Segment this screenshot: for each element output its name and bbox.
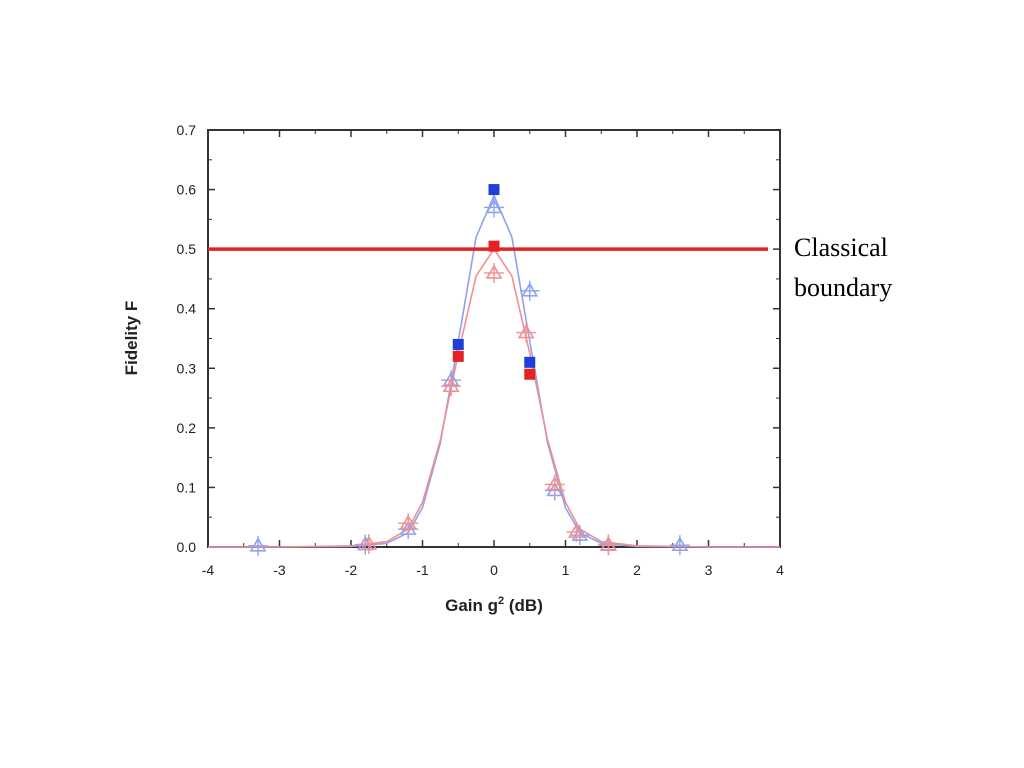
data-point-square <box>488 240 500 252</box>
fit-curve <box>208 193 780 548</box>
data-point-triangle <box>485 264 503 279</box>
data-point-square <box>524 368 536 380</box>
classical-boundary-annotation: Classical boundary <box>794 228 1014 308</box>
data-point-square <box>488 184 500 196</box>
x-tick-label: 4 <box>776 562 784 578</box>
y-tick-label: 0.6 <box>177 182 197 198</box>
data-point-triangle <box>567 523 585 538</box>
data-point-triangle <box>360 535 378 550</box>
data-point-triangle <box>442 377 460 392</box>
x-tick-label: -4 <box>202 562 215 578</box>
x-tick-label: 2 <box>633 562 641 578</box>
data-point-triangle <box>546 475 564 491</box>
y-tick-label: 0.7 <box>177 122 197 138</box>
annotation-line-1: Classical <box>794 233 888 262</box>
x-tick-label: 0 <box>490 562 498 578</box>
data-point-square <box>452 350 464 362</box>
y-tick-label: 0.1 <box>177 479 197 495</box>
data-point-square <box>524 356 536 368</box>
y-tick-label: 0.4 <box>177 301 197 317</box>
x-tick-label: -3 <box>273 562 286 578</box>
x-tick-label: 1 <box>562 562 570 578</box>
x-axis-label: Gain g2 (dB) <box>445 595 543 615</box>
data-point-triangle <box>600 536 617 552</box>
data-point-square <box>452 338 464 350</box>
x-tick-label: 3 <box>705 562 713 578</box>
data-point-triangle <box>399 514 417 529</box>
x-tick-label: -2 <box>345 562 358 578</box>
y-axis-label: Fidelity F <box>122 301 141 376</box>
x-tick-label: -1 <box>416 562 429 578</box>
data-point-triangle <box>517 323 535 339</box>
data-point-triangle <box>671 536 689 552</box>
data-point-triangle <box>521 282 539 297</box>
y-tick-label: 0.3 <box>177 360 197 376</box>
fit-curve <box>208 247 780 548</box>
annotation-line-2: boundary <box>794 273 893 302</box>
data-point-triangle <box>485 198 503 214</box>
y-tick-label: 0.2 <box>177 420 197 436</box>
y-tick-label: 0.0 <box>177 539 197 555</box>
plot-area: -4 -3 -2 -1 0 1 2 3 4 0.0 0.1 0.2 0.3 0.4 0.5 0.6 0.7 <box>177 122 785 578</box>
y-tick-label: 0.5 <box>177 241 197 257</box>
data-point-triangle <box>249 537 267 552</box>
